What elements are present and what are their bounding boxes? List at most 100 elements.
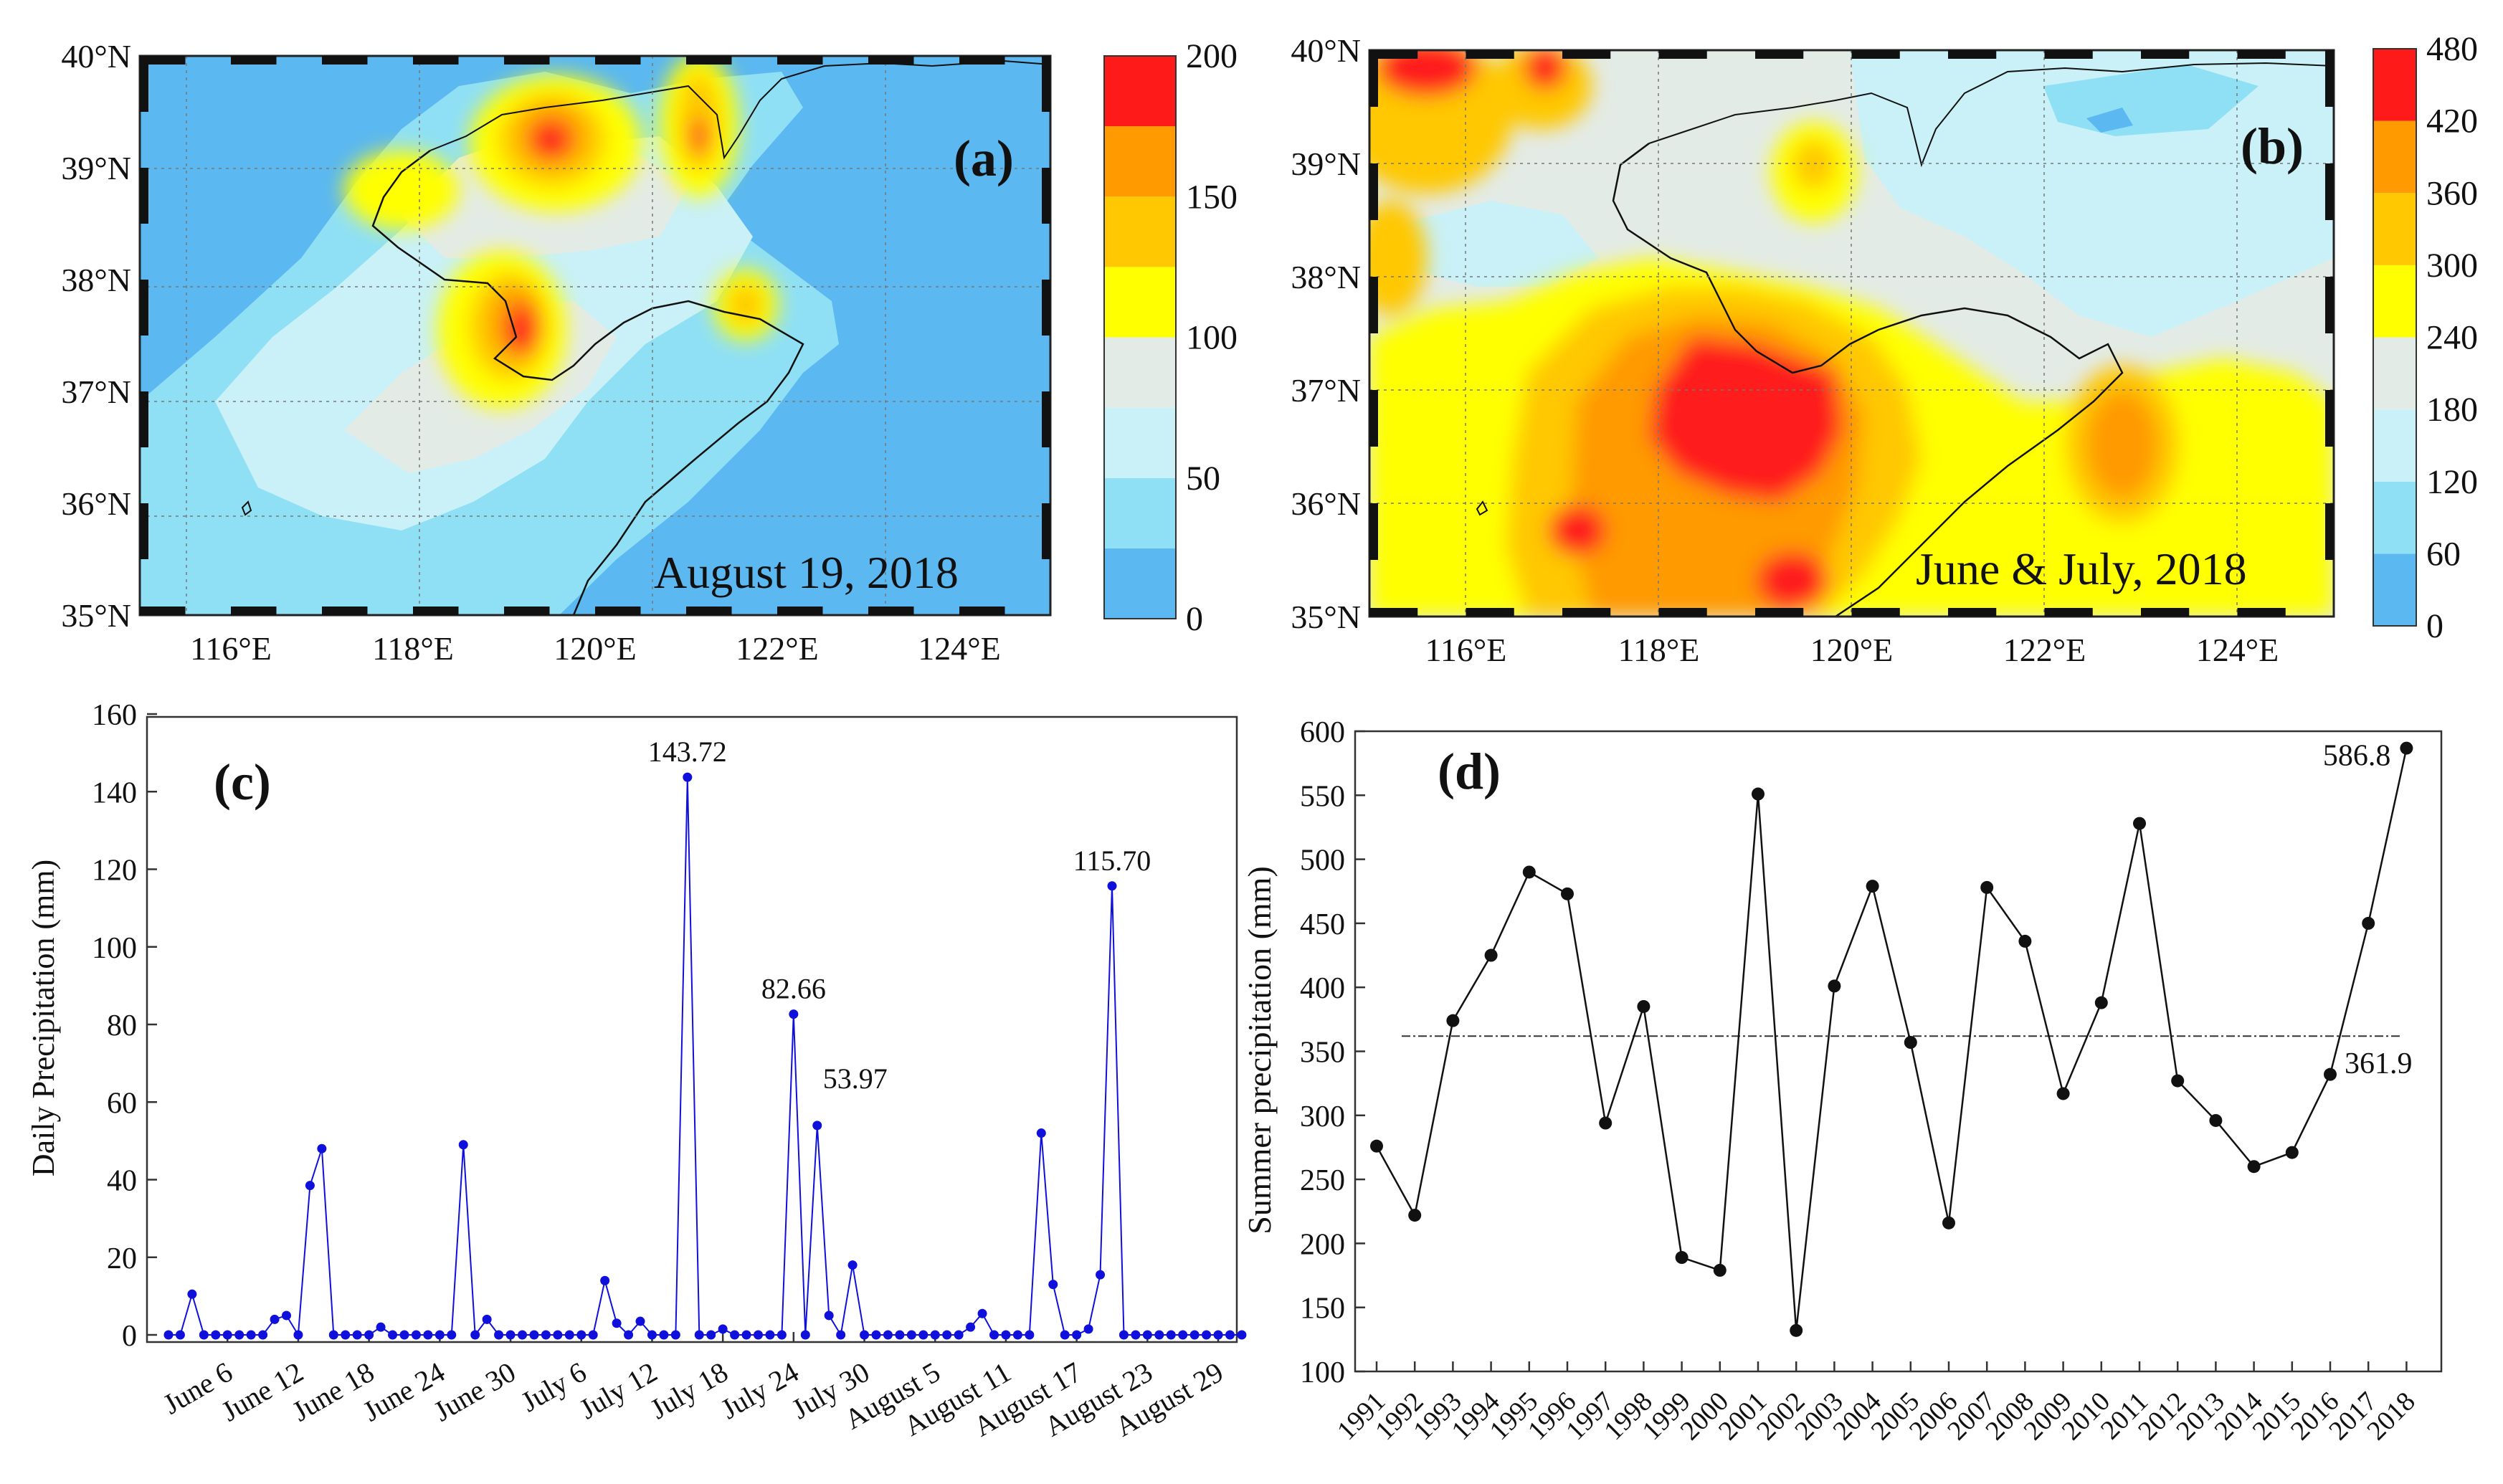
data-point xyxy=(1154,1330,1164,1340)
x-tick-label: June 12 xyxy=(216,1356,308,1428)
data-point xyxy=(860,1330,870,1340)
data-point xyxy=(1202,1330,1212,1340)
data-point xyxy=(187,1289,197,1299)
data-point xyxy=(1072,1330,1082,1340)
colorbar-tick-label: 200 xyxy=(1186,37,1238,75)
data-point xyxy=(1225,1330,1235,1340)
frame-tick-bottom xyxy=(504,607,550,615)
lon-tick-label: 122°E xyxy=(2003,632,2086,668)
data-point xyxy=(612,1318,622,1328)
colorbar-tick-label: 240 xyxy=(2426,319,2478,357)
panel-a-cell-yellow-1 xyxy=(344,151,459,229)
data-point xyxy=(518,1330,527,1340)
frame-tick-right xyxy=(1042,391,1050,447)
data-point xyxy=(553,1330,563,1340)
frame-tick-right xyxy=(1042,168,1050,224)
panel-d-label: (d) xyxy=(1438,743,1501,800)
panel-b-map: (b) June & July, 2018 116°E 118°E 120°E 122… xyxy=(1291,30,2478,668)
data-point xyxy=(1980,880,1994,894)
panel-a-cell-red-2 xyxy=(506,305,538,355)
panel-a-cell-orange-4 xyxy=(728,283,764,326)
data-point xyxy=(1561,887,1574,900)
lon-tick-label: 118°E xyxy=(372,630,454,667)
data-point xyxy=(2400,741,2413,755)
data-point xyxy=(434,1330,445,1340)
colorbar-tick-label: 120 xyxy=(2426,463,2478,501)
data-point xyxy=(1675,1251,1689,1265)
lat-tick-label: 39°N xyxy=(1291,146,1361,182)
colorbar-segment xyxy=(1104,337,1176,408)
data-point xyxy=(624,1330,634,1340)
colorbar-tick-label: 150 xyxy=(1186,178,1238,216)
data-point xyxy=(2018,934,2032,948)
panel-a-frame-ticks xyxy=(140,56,1050,615)
colorbar-segment xyxy=(2373,265,2416,338)
y-tick-label: 60 xyxy=(107,1087,137,1120)
frame-tick-bottom xyxy=(686,607,732,615)
colorbar-frame xyxy=(1103,55,1177,619)
data-point xyxy=(352,1330,362,1340)
data-point xyxy=(364,1330,374,1340)
lat-tick-label: 36°N xyxy=(61,485,131,522)
frame-tick-top xyxy=(1948,50,1997,59)
lat-tick-label: 37°N xyxy=(61,374,131,410)
colorbar-segment xyxy=(2373,337,2416,410)
data-label: 115.70 xyxy=(1073,845,1151,877)
frame-tick-top xyxy=(413,56,459,65)
frame-tick-bottom xyxy=(1369,608,1418,617)
data-point xyxy=(211,1330,221,1340)
panel-b-field-blue xyxy=(2086,108,2133,133)
panel-b-field-red xyxy=(1649,337,1843,502)
data-point xyxy=(1713,1263,1727,1277)
panel-b-cell-red-nw xyxy=(1377,50,1477,97)
panel-a-title: August 19, 2018 xyxy=(654,547,959,598)
data-point xyxy=(1599,1116,1613,1130)
data-point xyxy=(199,1330,209,1340)
data-point xyxy=(1189,1330,1200,1340)
data-point xyxy=(328,1330,338,1340)
frame-tick-bottom xyxy=(1658,608,1707,617)
data-point xyxy=(576,1330,586,1340)
panel-a-axes: 116°E 118°E 120°E 122°E 124°E 40°N 39°N 38°N 37°… xyxy=(61,38,1000,667)
frame-tick-top xyxy=(1851,50,1900,59)
data-point xyxy=(1942,1216,1955,1229)
colorbar-tick-label: 300 xyxy=(2426,247,2478,285)
frame-tick-right xyxy=(2325,503,2334,560)
panel-b-cell-yellow-west xyxy=(1369,201,1427,315)
frame-tick-left xyxy=(1369,503,1378,560)
frame-tick-top xyxy=(2141,50,2190,59)
data-point xyxy=(1107,881,1117,891)
colorbar-segment xyxy=(1104,196,1176,267)
frame-tick-top xyxy=(595,56,641,65)
data-point xyxy=(824,1311,834,1321)
frame-tick-right xyxy=(2325,390,2334,447)
colorbar-segment xyxy=(1104,477,1176,548)
data-point xyxy=(458,1140,468,1150)
mean-value-label: 361.9 xyxy=(2345,1047,2413,1080)
data-point xyxy=(163,1330,174,1340)
data-label: 82.66 xyxy=(761,973,826,1005)
frame-tick-left xyxy=(140,391,148,447)
frame-tick-bottom xyxy=(2141,608,2190,617)
data-point xyxy=(270,1314,280,1324)
frame-tick-top xyxy=(504,56,550,65)
frame-tick-top xyxy=(1369,50,1418,59)
frame-tick-right xyxy=(1042,280,1050,336)
data-point xyxy=(730,1330,740,1340)
frame-tick-bottom xyxy=(1466,608,1514,617)
colorbar-segment xyxy=(2373,553,2416,626)
data-point xyxy=(718,1324,728,1334)
colorbar-segment xyxy=(1104,407,1176,478)
data-point xyxy=(376,1322,386,1332)
data-point xyxy=(258,1330,268,1340)
frame-tick-left xyxy=(140,503,148,559)
lat-tick-label: 39°N xyxy=(61,150,131,186)
panel-c-ylabel: Daily Precipitation (mm) xyxy=(26,860,61,1176)
frame-tick-bottom xyxy=(959,607,1005,615)
data-point xyxy=(1012,1330,1022,1340)
frame-tick-bottom xyxy=(1948,608,1997,617)
data-point xyxy=(2133,817,2146,830)
frame-tick-bottom xyxy=(2237,608,2286,617)
frame-tick-top xyxy=(1466,50,1514,59)
data-point xyxy=(895,1330,905,1340)
